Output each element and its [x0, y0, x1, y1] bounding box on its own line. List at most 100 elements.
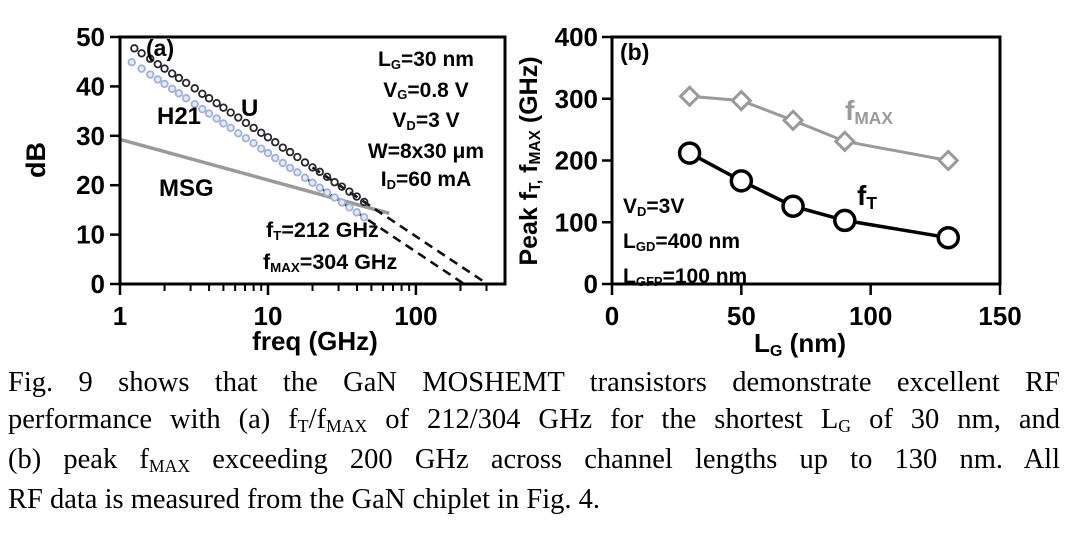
data-point-ft	[677, 141, 702, 165]
series-label-msg: MSG	[159, 175, 214, 202]
data-point-h21	[278, 158, 288, 168]
data-point-u	[174, 73, 184, 83]
data-point-h21	[300, 173, 310, 182]
subscript-text: G	[769, 341, 783, 360]
data-point-u	[204, 94, 214, 103]
data-point-h21	[153, 75, 162, 84]
text-segment: =212 GHz	[281, 218, 379, 242]
y-tick-label: 40	[76, 71, 105, 101]
data-point-h21	[271, 153, 280, 163]
text-segment: f	[266, 218, 274, 242]
text-segment: W=8x30 μm	[367, 139, 485, 163]
data-point-u	[219, 103, 228, 112]
y-tick-label: 400	[555, 22, 598, 52]
panel-a-bias-annotations: LG=30 nm VG=0.8 V VD=3 V W=8x30 μm ID=60…	[360, 46, 492, 197]
text-segment: Fig. 9 shows that the GaN MOSHEMT transi…	[8, 367, 1060, 398]
text-segment: performance with (a) f	[8, 404, 298, 435]
subscript-text: GFP	[635, 273, 663, 289]
x-tick-label: 100	[394, 301, 437, 331]
data-point-h21	[330, 193, 339, 202]
text-segment: f	[845, 95, 855, 126]
panel-a-x-axis-title: freq (GHz)	[252, 326, 378, 356]
y-tick-label: 20	[76, 170, 105, 200]
panel-b-y-axis-title: Peak fT, fMAX (GHz)	[515, 56, 544, 265]
panel-b-bias-annotations: VD=3V LGD=400 nm LGFP=100 nm	[623, 190, 747, 295]
data-point-ft	[936, 225, 961, 250]
annotation-vd-b: VD=3V	[623, 190, 747, 225]
data-point-h21	[212, 114, 221, 123]
text-segment: =400 nm	[655, 230, 740, 253]
data-point-h21	[146, 70, 155, 79]
text-segment: =30 nm	[400, 48, 474, 71]
text-segment: =100 nm	[662, 265, 748, 288]
series-label-h21: H21	[157, 103, 202, 130]
data-point-u	[234, 113, 243, 122]
text-segment: (b) peak f	[8, 444, 149, 475]
data-point-h21	[190, 99, 199, 109]
data-point-u	[249, 123, 258, 133]
data-point-h21	[181, 94, 191, 103]
caption-line-4: RF data is measured from the GaN chiplet…	[8, 481, 1060, 518]
subscript-text: MAX	[270, 259, 300, 275]
text-segment: /f	[308, 404, 326, 435]
series-label-u: U	[241, 95, 259, 122]
y-tick-label: 300	[555, 84, 598, 114]
ft-value-annotation: fT=212 GHz	[266, 218, 379, 243]
panel-a-y-axis-title: dB	[20, 142, 51, 178]
data-point-u	[167, 69, 177, 78]
subscript-text: G	[397, 87, 408, 103]
caption-line-1: Fig. 9 shows that the GaN MOSHEMT transi…	[8, 364, 1060, 401]
fmax-value-annotation: fMAX=304 GHz	[263, 250, 398, 275]
data-point-ft	[781, 194, 805, 218]
y-tick-label: 0	[91, 269, 105, 299]
panel-b-label: (b)	[620, 39, 650, 65]
data-point-fmax	[781, 109, 805, 132]
text-segment: =0.8 V	[407, 78, 469, 102]
data-point-ft	[729, 169, 754, 193]
series-line-fmax	[689, 94, 949, 162]
subscript-text: MAX	[854, 107, 893, 128]
x-tick-label: 100	[849, 301, 892, 331]
data-point-h21	[322, 188, 332, 197]
text-segment: =3V	[646, 195, 685, 218]
y-tick-label: 10	[76, 220, 105, 250]
series-label-ft: fT	[857, 181, 877, 212]
x-tick-label: 150	[978, 301, 1021, 331]
figure-panels: 0 10 20 30 40 50 1 10 100 0 100 200 300 400 0 50 100 150 …	[20, 22, 1022, 360]
text-segment: exceeding 200 GHz across channel lengths…	[190, 444, 1060, 475]
data-point-h21	[219, 119, 228, 128]
text-segment: I	[380, 168, 387, 191]
data-point-u	[212, 98, 221, 108]
subscript-text: D	[406, 117, 416, 133]
data-point-h21	[359, 213, 369, 222]
text-segment: L	[623, 265, 636, 288]
data-point-u	[315, 167, 324, 177]
data-point-u	[345, 187, 354, 196]
data-point-h21	[198, 104, 207, 114]
data-point-u	[271, 138, 280, 147]
text-segment: of 212/304 GHz for the shortest L	[367, 404, 839, 435]
text-segment: V	[392, 109, 407, 132]
data-point-u	[130, 44, 139, 53]
text-segment: =304 GHz	[299, 250, 398, 274]
subscript-text: G	[390, 56, 401, 72]
text-segment: =60 mA	[395, 168, 472, 191]
data-point-h21	[315, 183, 324, 192]
x-tick-label: 0	[605, 301, 619, 331]
text-segment: of 30 nm, and	[851, 404, 1060, 435]
text-segment: f	[263, 250, 271, 274]
data-point-u	[226, 108, 235, 117]
figure-canvas: 0 10 20 30 40 50 1 10 100 0 100 200 300 400 0 50 100 150	[76, 22, 1022, 331]
data-point-h21	[263, 148, 273, 158]
data-point-u	[241, 118, 251, 128]
text-segment: V	[623, 195, 638, 218]
data-point-h21	[174, 89, 184, 98]
data-point-u	[198, 89, 207, 99]
x-tick-label: 1	[113, 301, 127, 331]
text-segment: RF data is measured from the GaN chiplet…	[8, 484, 601, 515]
y-tick-label: 0	[584, 269, 598, 299]
data-point-fmax	[833, 130, 856, 153]
panel-b-x-axis-title: LG (nm)	[754, 329, 846, 360]
series-extrapolation-dash	[311, 166, 489, 286]
subscript-text: G	[838, 415, 852, 436]
